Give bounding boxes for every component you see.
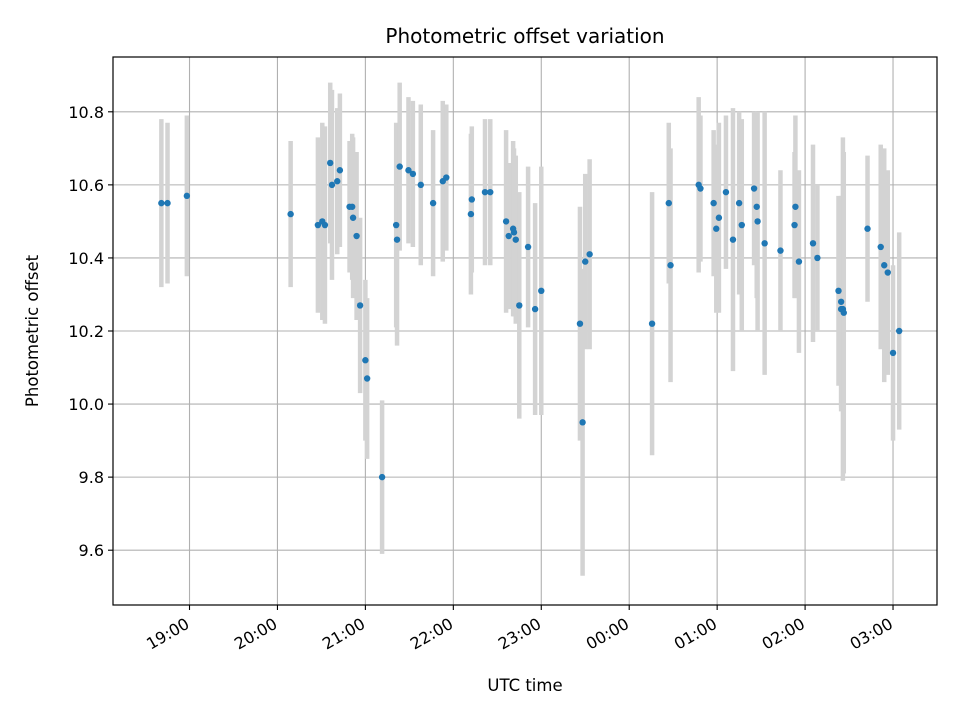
data-point: [334, 178, 341, 185]
data-point: [840, 309, 847, 316]
data-point: [405, 167, 412, 174]
y-tick-label: 10.2: [68, 322, 104, 341]
data-point: [837, 298, 845, 305]
data-point: [487, 188, 494, 196]
data-point: [710, 199, 717, 207]
data-point: [753, 203, 760, 210]
data-point: [722, 188, 730, 196]
data-point: [576, 320, 584, 327]
data-point: [362, 357, 369, 364]
data-point: [396, 163, 403, 170]
data-point: [516, 302, 523, 309]
data-point: [735, 199, 743, 207]
data-point: [877, 243, 884, 251]
y-axis-ticks: 9.6 9.8 10.0 10.2 10.4 10.6 10.8: [68, 103, 113, 560]
data-point: [321, 221, 329, 229]
data-point: [715, 214, 723, 221]
data-point: [363, 375, 371, 382]
chart-title: Photometric offset variation: [385, 24, 664, 48]
data-point: [579, 419, 586, 426]
data-point: [586, 251, 593, 258]
data-point: [417, 181, 424, 189]
data-point: [531, 305, 539, 313]
data-point: [895, 327, 903, 335]
data-point: [881, 262, 888, 269]
y-tick-label: 10.0: [68, 395, 104, 414]
data-point: [393, 236, 401, 243]
data-point: [349, 214, 357, 221]
y-tick-label: 9.8: [79, 468, 104, 487]
data-point: [467, 210, 475, 218]
data-point: [795, 258, 803, 265]
data-point: [538, 287, 545, 295]
data-point: [348, 203, 356, 210]
y-tick-label: 10.8: [68, 103, 104, 122]
data-point: [697, 185, 704, 192]
data-point: [356, 302, 364, 309]
data-point: [392, 221, 400, 229]
data-point: [814, 254, 821, 262]
data-point: [729, 236, 737, 243]
data-point: [761, 240, 768, 247]
data-point: [524, 243, 532, 251]
data-point: [835, 287, 842, 295]
data-point: [884, 269, 891, 276]
data-point: [582, 258, 589, 265]
y-tick-label: 9.6: [79, 541, 104, 560]
data-point: [889, 349, 897, 357]
data-point: [864, 225, 871, 232]
data-point: [713, 225, 720, 232]
data-point: [287, 210, 294, 218]
y-tick-label: 10.6: [68, 176, 104, 195]
data-point: [443, 174, 450, 181]
data-point: [791, 221, 798, 229]
data-point: [667, 262, 674, 269]
data-point: [164, 199, 171, 207]
data-point: [665, 199, 672, 207]
data-point: [429, 199, 437, 207]
y-axis-label: Photometric offset: [23, 254, 42, 407]
data-point: [328, 181, 336, 189]
data-points: [158, 159, 903, 481]
data-point: [336, 167, 344, 174]
data-point: [510, 229, 518, 236]
data-point: [353, 232, 360, 240]
data-point: [502, 218, 510, 225]
data-point: [792, 203, 799, 210]
data-point: [327, 159, 334, 167]
data-point: [512, 236, 519, 243]
data-point: [314, 221, 322, 229]
data-point: [481, 188, 489, 196]
data-point: [648, 320, 656, 327]
data-point: [750, 185, 758, 192]
data-point: [183, 192, 191, 200]
data-point: [505, 232, 512, 240]
y-tick-label: 10.4: [68, 249, 104, 268]
data-point: [738, 221, 745, 229]
data-point: [158, 199, 165, 207]
data-point: [809, 240, 817, 247]
data-point: [468, 196, 475, 203]
data-point: [777, 247, 784, 254]
x-axis-label: UTC time: [487, 676, 562, 695]
data-point: [378, 473, 386, 481]
data-point: [409, 170, 417, 178]
data-point: [754, 218, 761, 225]
